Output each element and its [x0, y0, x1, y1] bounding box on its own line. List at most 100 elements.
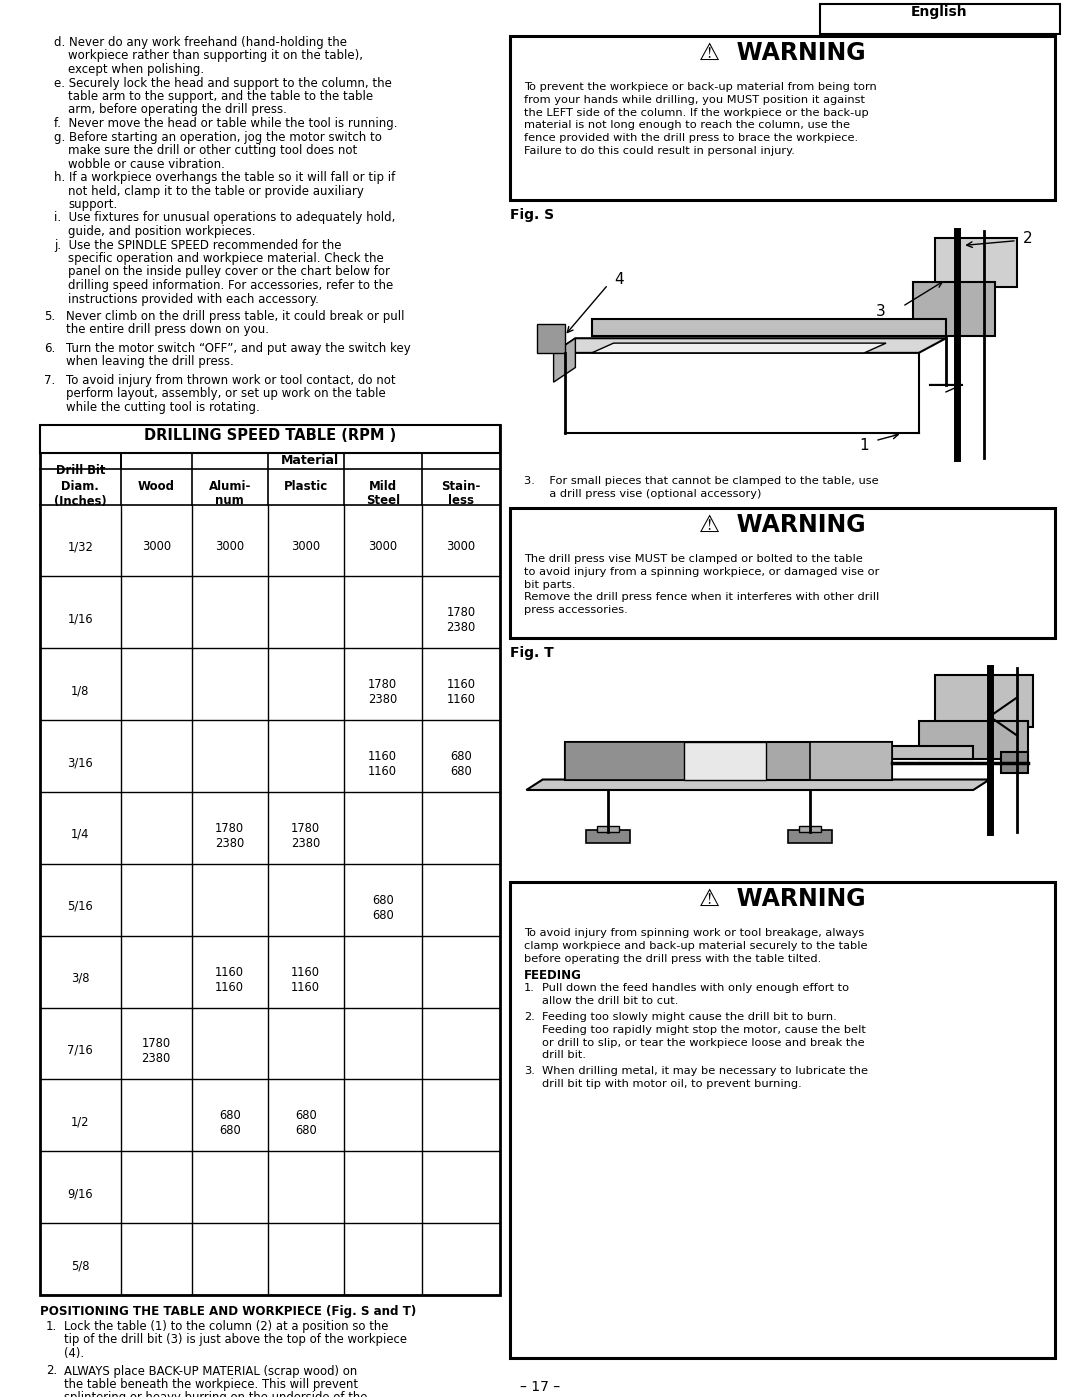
Bar — [788, 830, 832, 842]
Text: Drill Bit
Diam.
(Inches): Drill Bit Diam. (Inches) — [54, 464, 107, 507]
Text: 3000: 3000 — [368, 541, 397, 553]
Text: the LEFT side of the column. If the workpiece or the back-up: the LEFT side of the column. If the work… — [524, 108, 868, 117]
Text: drill bit tip with motor oil, to prevent burning.: drill bit tip with motor oil, to prevent… — [542, 1078, 801, 1090]
Bar — [820, 4, 1059, 34]
Bar — [810, 742, 891, 780]
Text: 2.: 2. — [46, 1365, 57, 1377]
Text: the entire drill press down on you.: the entire drill press down on you. — [66, 324, 269, 337]
Text: Turn the motor switch “OFF”, and put away the switch key: Turn the motor switch “OFF”, and put awa… — [66, 342, 410, 355]
Text: f.  Never move the head or table while the tool is running.: f. Never move the head or table while th… — [54, 117, 397, 130]
Text: ALWAYS place BACK-UP MATERIAL (scrap wood) on: ALWAYS place BACK-UP MATERIAL (scrap woo… — [64, 1365, 357, 1377]
Text: allow the drill bit to cut.: allow the drill bit to cut. — [542, 996, 678, 1006]
Bar — [1000, 752, 1028, 773]
Text: drill bit.: drill bit. — [542, 1051, 586, 1060]
Text: perform layout, assembly, or set up work on the table: perform layout, assembly, or set up work… — [66, 387, 386, 401]
Text: 1: 1 — [860, 439, 869, 453]
Text: 5.: 5. — [44, 310, 55, 323]
Text: Mild
Steel: Mild Steel — [366, 479, 400, 507]
Text: The drill press vise MUST be clamped or bolted to the table: The drill press vise MUST be clamped or … — [524, 555, 863, 564]
Text: instructions provided with each accessory.: instructions provided with each accessor… — [68, 292, 319, 306]
Text: Never climb on the drill press table, it could break or pull: Never climb on the drill press table, it… — [66, 310, 405, 323]
Text: To avoid injury from thrown work or tool contact, do not: To avoid injury from thrown work or tool… — [66, 374, 395, 387]
Text: material is not long enough to reach the column, use the: material is not long enough to reach the… — [524, 120, 850, 130]
Text: English: English — [910, 6, 968, 20]
Text: ⚠  WARNING: ⚠ WARNING — [699, 41, 866, 66]
Bar — [935, 675, 1034, 726]
Text: Failure to do this could result in personal injury.: Failure to do this could result in perso… — [524, 147, 795, 156]
Bar — [592, 319, 946, 335]
Text: 1/4: 1/4 — [71, 828, 90, 841]
Text: guide, and position workpieces.: guide, and position workpieces. — [68, 225, 256, 237]
Polygon shape — [592, 344, 886, 353]
Text: Fig. S: Fig. S — [510, 208, 554, 222]
Text: 3: 3 — [876, 305, 886, 319]
Text: 680
680: 680 680 — [219, 1109, 241, 1137]
Text: To prevent the workpiece or back-up material from being torn: To prevent the workpiece or back-up mate… — [524, 82, 877, 92]
Text: not held, clamp it to the table or provide auxiliary: not held, clamp it to the table or provi… — [68, 184, 364, 197]
Text: 1.: 1. — [524, 983, 535, 993]
Text: 3/16: 3/16 — [67, 756, 93, 768]
Text: 2: 2 — [1023, 231, 1032, 246]
Bar — [685, 742, 766, 780]
Text: Plastic: Plastic — [284, 479, 327, 493]
Text: 1780
2380: 1780 2380 — [215, 821, 244, 849]
Text: 3/8: 3/8 — [71, 972, 90, 985]
Text: 1160
1160: 1160 1160 — [368, 750, 397, 778]
Bar — [40, 425, 500, 1295]
Text: 1160
1160: 1160 1160 — [215, 965, 244, 993]
Text: 680
680: 680 680 — [372, 894, 393, 922]
Text: make sure the drill or other cutting tool does not: make sure the drill or other cutting too… — [68, 144, 357, 156]
Text: 1780
2380: 1780 2380 — [291, 821, 321, 849]
Text: press accessories.: press accessories. — [524, 605, 627, 615]
Text: 3000: 3000 — [215, 541, 244, 553]
Text: 680
680: 680 680 — [295, 1109, 316, 1137]
Text: 2.: 2. — [524, 1011, 535, 1023]
Polygon shape — [554, 338, 576, 383]
Bar — [597, 826, 619, 833]
Text: FEEDING: FEEDING — [524, 970, 582, 982]
Text: 1780
2380: 1780 2380 — [141, 1038, 171, 1066]
Text: Feeding too slowly might cause the drill bit to burn.: Feeding too slowly might cause the drill… — [542, 1011, 837, 1023]
Text: splintering or heavy burring on the underside of the: splintering or heavy burring on the unde… — [64, 1391, 367, 1397]
Text: 3.: 3. — [524, 1066, 535, 1076]
Text: 7/16: 7/16 — [67, 1044, 93, 1056]
Text: h. If a workpiece overhangs the table so it will fall or tip if: h. If a workpiece overhangs the table so… — [54, 170, 395, 184]
Text: j.  Use the SPINDLE SPEED recommended for the: j. Use the SPINDLE SPEED recommended for… — [54, 239, 341, 251]
Text: 1.: 1. — [46, 1320, 57, 1333]
Text: Alumi-
num: Alumi- num — [208, 479, 251, 507]
Text: fence provided with the drill press to brace the workpiece.: fence provided with the drill press to b… — [524, 133, 859, 144]
Bar — [565, 742, 891, 780]
Text: a drill press vise (optional accessory): a drill press vise (optional accessory) — [524, 489, 761, 499]
Text: Pull down the feed handles with only enough effort to: Pull down the feed handles with only eno… — [542, 983, 849, 993]
Bar — [919, 721, 1028, 759]
Bar — [510, 509, 1055, 638]
Text: (4).: (4). — [64, 1347, 84, 1361]
Bar — [586, 830, 630, 842]
Text: workpiece rather than supporting it on the table),: workpiece rather than supporting it on t… — [68, 49, 363, 63]
Text: wobble or cause vibration.: wobble or cause vibration. — [68, 158, 225, 170]
Text: Lock the table (1) to the column (2) at a position so the: Lock the table (1) to the column (2) at … — [64, 1320, 389, 1333]
Text: drilling speed information. For accessories, refer to the: drilling speed information. For accessor… — [68, 279, 393, 292]
Text: or drill to slip, or tear the workpiece loose and break the: or drill to slip, or tear the workpiece … — [542, 1038, 865, 1048]
Bar — [40, 425, 500, 453]
Text: 1/2: 1/2 — [71, 1115, 90, 1129]
Text: panel on the inside pulley cover or the chart below for: panel on the inside pulley cover or the … — [68, 265, 390, 278]
Text: except when polishing.: except when polishing. — [68, 63, 204, 75]
Text: Wood: Wood — [137, 479, 175, 493]
Text: POSITIONING THE TABLE AND WORKPIECE (Fig. S and T): POSITIONING THE TABLE AND WORKPIECE (Fig… — [40, 1305, 416, 1317]
Text: 1/32: 1/32 — [67, 541, 93, 553]
Text: 9/16: 9/16 — [67, 1187, 93, 1200]
Text: 1/8: 1/8 — [71, 685, 90, 697]
Text: 3000: 3000 — [141, 541, 171, 553]
Text: arm, before operating the drill press.: arm, before operating the drill press. — [68, 103, 287, 116]
Text: 5/8: 5/8 — [71, 1259, 90, 1273]
Text: to avoid injury from a spinning workpiece, or damaged vise or: to avoid injury from a spinning workpiec… — [524, 567, 879, 577]
Text: 4: 4 — [615, 272, 624, 288]
Text: Stain-
less: Stain- less — [442, 479, 481, 507]
Text: from your hands while drilling, you MUST position it against: from your hands while drilling, you MUST… — [524, 95, 865, 105]
Polygon shape — [554, 338, 946, 353]
Bar — [565, 742, 755, 780]
Text: ⚠  WARNING: ⚠ WARNING — [699, 513, 866, 536]
Polygon shape — [526, 780, 989, 789]
Bar — [565, 746, 973, 759]
